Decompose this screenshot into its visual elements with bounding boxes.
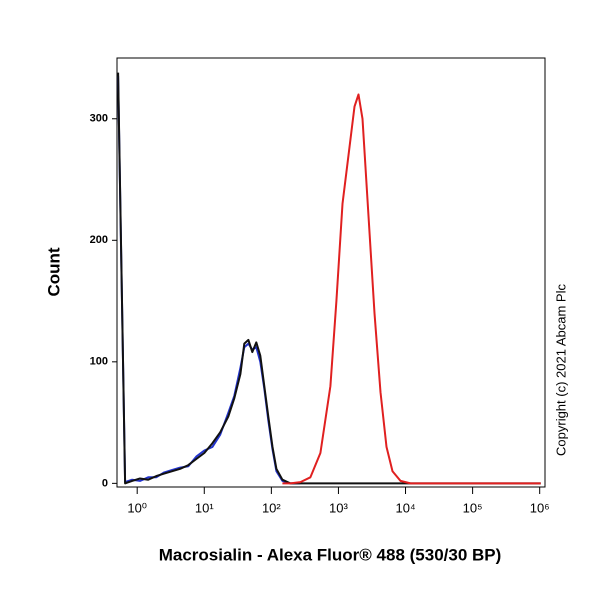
histogram-line xyxy=(282,93,541,485)
x-tick-label: 10⁰ xyxy=(127,500,147,515)
y-tick-label: 200 xyxy=(90,234,108,246)
histogram-line xyxy=(117,72,541,485)
y-tick-label: 0 xyxy=(102,477,108,489)
x-tick-label: 10⁴ xyxy=(396,500,416,515)
x-tick-label: 10¹ xyxy=(195,500,214,515)
y-tick-label: 300 xyxy=(90,113,108,125)
x-tick-label: 10² xyxy=(262,500,281,515)
y-tick-label: 100 xyxy=(90,356,108,368)
x-axis-label: Macrosialin - Alexa Fluor® 488 (530/30 B… xyxy=(159,545,502,564)
x-tick-label: 10⁵ xyxy=(463,500,483,515)
histogram-line xyxy=(117,76,301,485)
y-axis-label: Count xyxy=(44,247,63,296)
x-tick-label: 10⁶ xyxy=(530,500,550,515)
plot-frame xyxy=(116,57,546,488)
copyright-note: Copyright (c) 2021 Abcam Plc xyxy=(553,284,568,456)
x-tick-label: 10³ xyxy=(329,500,348,515)
